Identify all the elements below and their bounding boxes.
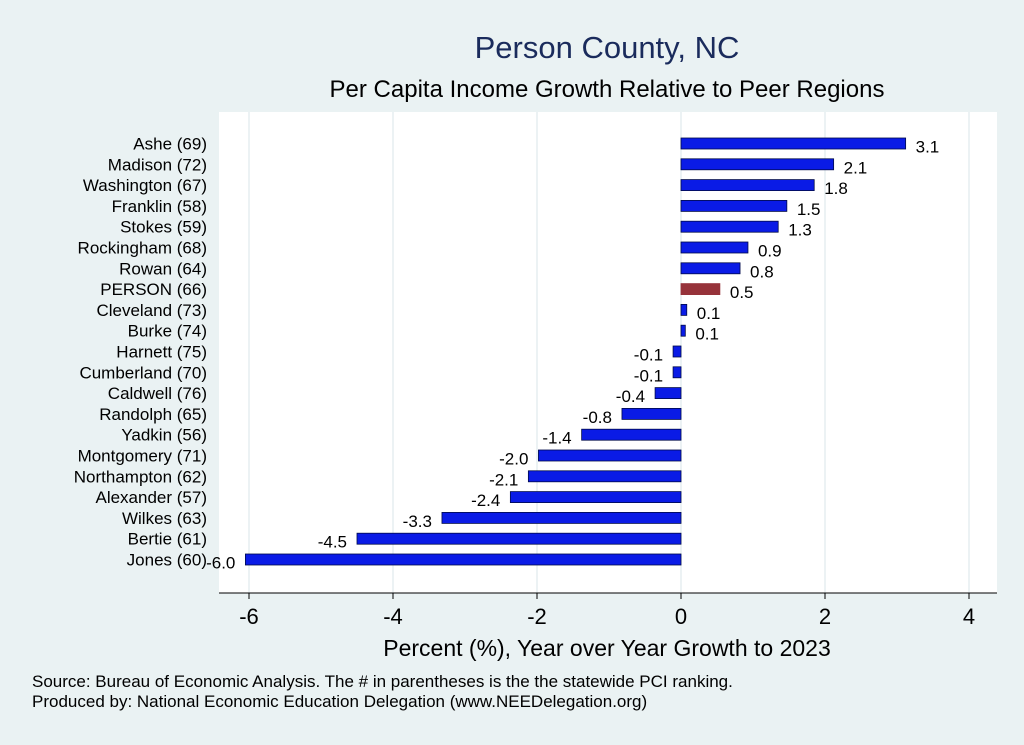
category-label: Ashe (69)	[133, 135, 207, 154]
category-label: Montgomery (71)	[78, 447, 207, 466]
value-label: 1.8	[824, 179, 848, 198]
bar	[356, 532, 682, 545]
bar	[527, 470, 682, 483]
category-label: Cumberland (70)	[79, 363, 207, 382]
chart-title: Person County, NC	[475, 30, 740, 65]
bar	[441, 512, 682, 524]
bar	[654, 387, 682, 400]
bar	[680, 241, 749, 254]
value-label: 2.1	[844, 158, 868, 177]
x-tick-label: 4	[963, 604, 975, 629]
category-label: Jones (60)	[127, 551, 207, 570]
value-label: -2.4	[471, 491, 500, 510]
value-label: 1.3	[788, 221, 812, 240]
value-label: -1.4	[542, 429, 571, 448]
category-label: Franklin (58)	[112, 197, 207, 216]
category-labels: Ashe (69)Madison (72) Washington (67) Fran…	[74, 135, 207, 570]
x-tick-label: 0	[675, 604, 687, 629]
category-label: Rockingham (68)	[78, 239, 207, 258]
bar	[621, 407, 682, 420]
category-label: Alexander (57)	[95, 488, 207, 507]
bar	[538, 449, 682, 462]
x-tick-label: -2	[527, 604, 547, 629]
bar	[680, 199, 788, 212]
category-label: PERSON (66)	[100, 280, 207, 299]
value-label: 0.1	[697, 304, 721, 323]
value-label: -3.3	[403, 512, 432, 531]
bar	[680, 137, 907, 150]
bars	[244, 137, 907, 566]
value-label: -2.0	[499, 450, 528, 469]
category-label: Cleveland (73)	[96, 301, 207, 320]
bar	[680, 179, 815, 192]
bar	[244, 553, 682, 566]
value-label: 0.9	[758, 242, 782, 261]
value-label: -0.1	[634, 366, 663, 385]
x-axis-ticks: -6 -4 -2 0 2 4	[239, 593, 975, 629]
value-label: -0.4	[616, 387, 645, 406]
category-label: Rowan (64)	[119, 259, 207, 278]
bar	[581, 428, 682, 441]
bar	[509, 491, 682, 504]
bar	[680, 158, 835, 171]
bar	[672, 345, 682, 358]
value-label: -0.1	[634, 346, 663, 365]
category-label: Caldwell (76)	[108, 384, 207, 403]
category-label: Washington (67)	[83, 176, 207, 195]
category-label: Randolph (65)	[99, 405, 207, 424]
x-tick-label: 2	[819, 604, 831, 629]
category-label: Madison (72)	[108, 155, 207, 174]
bar	[680, 303, 688, 316]
bar	[680, 220, 779, 233]
category-label: Burke (74)	[128, 322, 207, 341]
category-label: Bertie (61)	[128, 530, 207, 549]
bar-highlight	[680, 283, 721, 296]
value-label: -0.8	[583, 408, 612, 427]
source-note: Source: Bureau of Economic Analysis. The…	[32, 672, 733, 691]
category-label: Northampton (62)	[74, 467, 207, 486]
produced-by-note: Produced by: National Economic Education…	[32, 692, 648, 711]
value-label: 0.1	[695, 325, 719, 344]
value-label: 0.5	[730, 283, 754, 302]
bar	[680, 262, 741, 275]
bar	[672, 366, 682, 379]
value-label: -4.5	[318, 533, 347, 552]
bar	[680, 324, 686, 337]
x-axis-title: Percent (%), Year over Year Growth to 20…	[383, 635, 831, 661]
value-label: 3.1	[916, 138, 940, 157]
category-label: Wilkes (63)	[122, 509, 207, 528]
chart-subtitle: Per Capita Income Growth Relative to Pee…	[330, 76, 885, 103]
value-label: -6.0	[206, 554, 235, 573]
value-label: 1.5	[797, 200, 821, 219]
x-tick-label: -6	[239, 604, 259, 629]
value-label: -2.1	[489, 470, 518, 489]
value-labels: 3.1 2.1 1.81.5 1.3 0.90.8 0.5 0.1 0.1 -0.1-0.1 -0…	[206, 138, 939, 573]
category-label: Harnett (75)	[116, 343, 207, 362]
x-tick-label: -4	[383, 604, 403, 629]
value-label: 0.8	[750, 262, 774, 281]
category-label: Yadkin (56)	[121, 426, 207, 445]
category-label: Stokes (59)	[120, 218, 207, 237]
